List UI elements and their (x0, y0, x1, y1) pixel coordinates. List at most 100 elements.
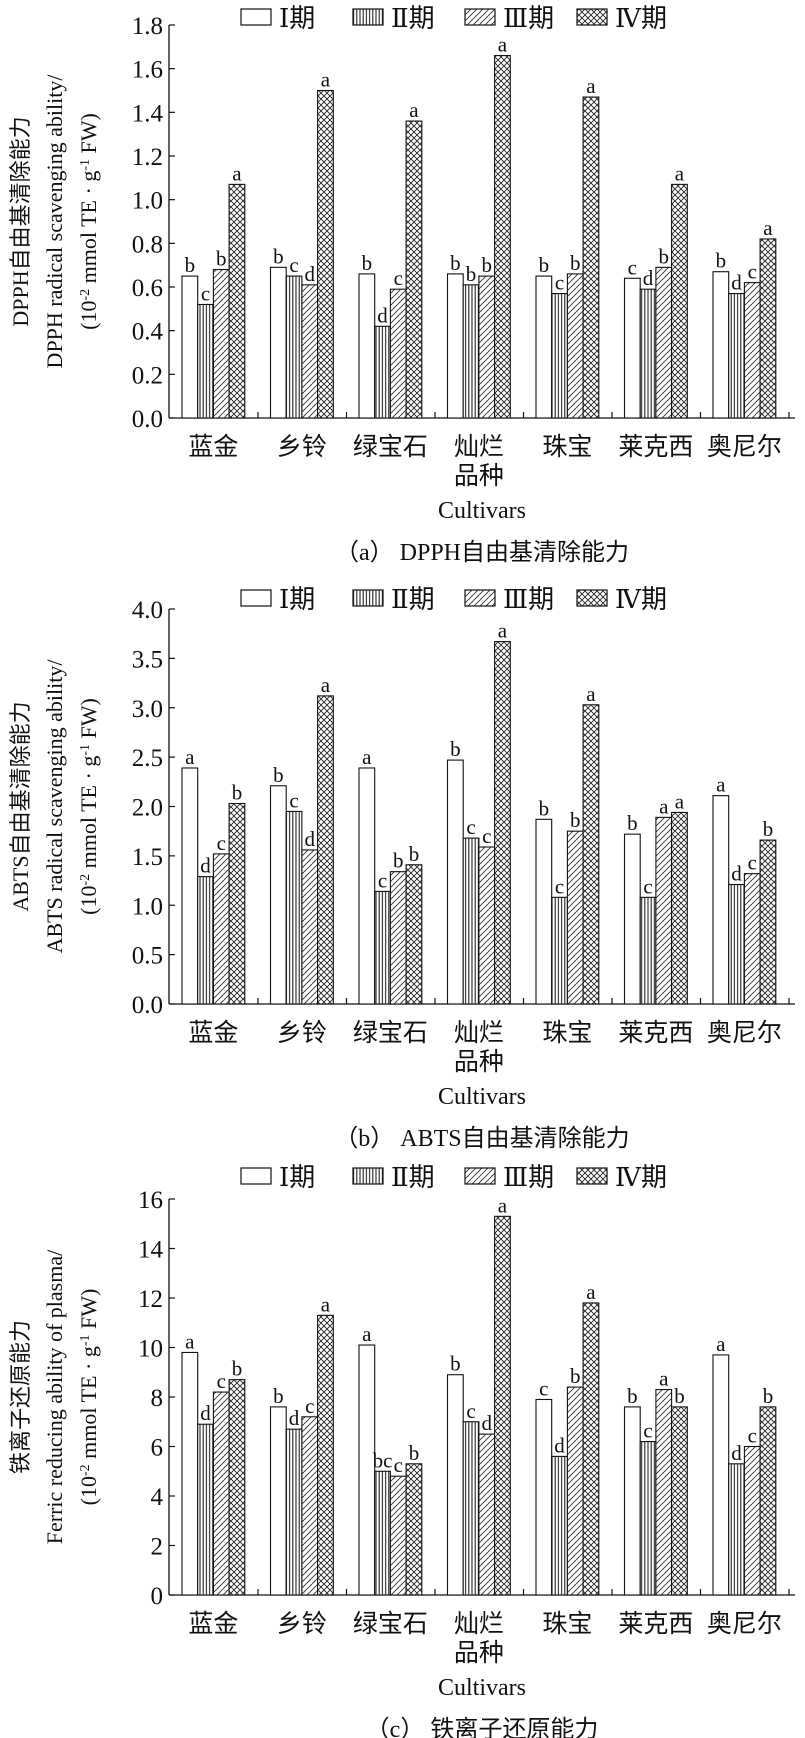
legend-label: Ⅰ期 (279, 1163, 315, 1192)
legend-swatch-3 (464, 8, 496, 26)
y-axis-title-en: ABTS radical scavenging ability/ (42, 659, 67, 954)
bar-4-3 (494, 1215, 511, 1596)
significance-label: c (482, 824, 491, 848)
significance-label: b (273, 763, 284, 787)
y-axis-unit: (10-2 mmol TE · g-1 FW) (76, 698, 101, 915)
significance-label: c (643, 1419, 652, 1443)
y-tick-label: 4 (151, 1484, 164, 1511)
bar-3-1 (301, 284, 319, 419)
significance-label: a (659, 1367, 669, 1391)
bar-3-3 (478, 275, 496, 419)
chart-caption: （c） 铁离子还原能力 (366, 1716, 599, 1738)
legend-label: Ⅳ期 (615, 585, 667, 614)
significance-label: a (321, 68, 331, 92)
y-tick-label: 3.0 (132, 696, 163, 723)
significance-label: d (731, 1441, 742, 1465)
unit-part: (10 (76, 301, 101, 330)
category-label: 乡铃 (277, 1019, 327, 1047)
significance-label: d (554, 1433, 565, 1457)
bar-1-0 (181, 275, 199, 419)
y-tick-label: 0.2 (132, 362, 163, 389)
bar-3-0 (212, 268, 230, 419)
y-axis-title-cn: DPPH自由基清除能力 (8, 116, 33, 326)
bar-3-5 (655, 816, 673, 1005)
significance-label: a (498, 1193, 508, 1217)
significance-label: c (305, 1394, 314, 1418)
legend-label: Ⅱ期 (391, 585, 435, 614)
y-tick-label: 1.0 (132, 893, 163, 920)
legend-swatch-2 (352, 1167, 384, 1185)
category-label: 莱克西 (618, 1019, 693, 1047)
bar-1-5 (623, 277, 641, 419)
bar-4-1 (317, 89, 334, 419)
category-label: 绿宝石 (353, 1610, 428, 1638)
significance-label: c (289, 788, 298, 812)
significance-label: b (627, 811, 638, 835)
y-tick-label: 3.5 (132, 646, 163, 673)
y-tick-label: 16 (138, 1187, 163, 1214)
unit-part: mmol TE · g (76, 756, 101, 874)
unit-part: FW) (76, 1289, 101, 1335)
bar-3-6 (743, 1445, 761, 1596)
significance-label: c (539, 1376, 548, 1400)
significance-label: a (586, 1280, 596, 1304)
significance-label: b (763, 817, 774, 841)
category-label: 蓝金 (188, 1610, 238, 1638)
unit-part: FW) (76, 113, 101, 159)
bar-4-4 (582, 704, 600, 1005)
bar-2-2 (374, 325, 391, 419)
significance-label: b (674, 1384, 685, 1408)
significance-label: a (675, 161, 685, 185)
significance-label: a (232, 161, 242, 185)
significance-label: c (748, 1424, 757, 1448)
unit-part: -1 (78, 744, 93, 756)
bar-3-2 (389, 871, 407, 1005)
bar-2-5 (639, 288, 657, 419)
y-tick-label: 1.8 (132, 13, 163, 40)
legend-swatch-4 (576, 589, 608, 607)
significance-label: a (362, 1322, 372, 1346)
chart-caption: （a） DPPH自由基清除能力 (335, 539, 629, 566)
y-tick-label: 4.0 (132, 597, 163, 624)
significance-label: a (185, 1329, 195, 1353)
significance-label: c (201, 281, 210, 305)
significance-label: b (409, 842, 420, 866)
bar-2-3 (462, 284, 480, 419)
y-tick-label: 6 (151, 1435, 164, 1462)
bar-4-6 (759, 238, 777, 419)
significance-label: a (498, 33, 508, 57)
significance-label: a (716, 773, 726, 797)
y-tick-label: 1.0 (132, 188, 163, 215)
significance-label: bc (373, 1448, 393, 1472)
significance-label: c (217, 831, 226, 855)
bar-2-1 (285, 275, 303, 419)
bar-3-4 (566, 273, 584, 419)
x-axis-title-en: Cultivars (438, 1084, 526, 1110)
significance-label: d (643, 266, 654, 290)
significance-label: b (466, 262, 477, 286)
unit-part: mmol TE · g (76, 1346, 101, 1464)
bar-4-4 (582, 96, 600, 419)
significance-label: c (466, 815, 475, 839)
bar-1-1 (269, 785, 287, 1005)
unit-part: -1 (78, 1335, 93, 1347)
legend-label: Ⅱ期 (391, 1163, 435, 1192)
bar-3-2 (389, 288, 407, 419)
significance-label: b (659, 244, 670, 268)
bar-1-1 (269, 1406, 287, 1596)
significance-label: d (377, 303, 388, 327)
significance-label: c (643, 874, 652, 898)
legend-swatch-1 (240, 8, 272, 26)
bar-1-1 (269, 266, 287, 419)
legend-swatch-3 (464, 589, 496, 607)
significance-label: a (659, 794, 669, 818)
bar-4-6 (759, 839, 777, 1005)
significance-label: b (362, 251, 373, 275)
bar-1-4 (535, 1398, 553, 1596)
legend-label: Ⅰ期 (279, 585, 315, 614)
significance-label: d (731, 862, 742, 886)
y-tick-label: 0.5 (132, 943, 163, 970)
bar-2-6 (728, 883, 745, 1005)
unit-part: -2 (78, 289, 93, 301)
